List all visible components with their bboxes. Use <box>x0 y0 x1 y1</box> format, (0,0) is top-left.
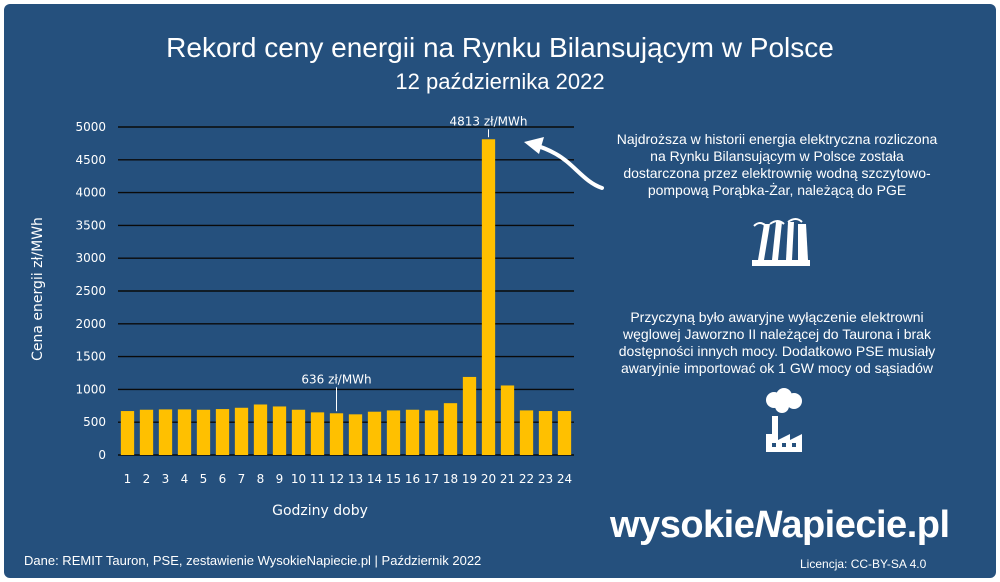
callout-arrowhead <box>524 137 544 154</box>
x-tick-label: 19 <box>462 472 477 486</box>
brand-part3: apiecie.pl <box>781 504 950 546</box>
record-note: Najdroższa w historii energia elektryczn… <box>616 131 938 198</box>
bar <box>215 409 230 455</box>
bar <box>120 411 135 455</box>
data-annotations: 4813 zł/MWh 636 zł/MWh <box>301 114 528 412</box>
bar <box>348 414 363 455</box>
x-tick-label: 24 <box>557 472 572 486</box>
y-tick-label: 2000 <box>75 317 106 331</box>
y-tick-label: 3000 <box>75 251 106 265</box>
y-tick-label: 0 <box>98 448 106 462</box>
y-tick-label: 2500 <box>75 284 106 298</box>
y-tick-label: 500 <box>83 415 106 429</box>
x-tick-label: 22 <box>519 472 534 486</box>
data-label: 4813 zł/MWh <box>450 114 528 128</box>
bar <box>500 385 515 455</box>
x-tick-label: 9 <box>276 472 284 486</box>
y-tick-label: 1500 <box>75 350 106 364</box>
brand-part1: wysokie <box>610 504 755 546</box>
y-tick-label: 3500 <box>75 218 106 232</box>
bar <box>519 410 534 455</box>
x-tick-label: 6 <box>219 472 227 486</box>
x-tick-label: 13 <box>348 472 363 486</box>
source-note: Dane: REMIT Tauron, PSE, zestawienie Wys… <box>24 553 482 568</box>
x-tick-label: 23 <box>538 472 553 486</box>
cause-note: Przyczyną było awaryjne wyłączenie elekt… <box>618 309 936 376</box>
bars <box>120 139 572 455</box>
y-tick-label: 4000 <box>75 186 106 200</box>
gridlines <box>118 126 574 456</box>
chart-subtitle: 12 października 2022 <box>395 69 605 94</box>
bar <box>177 409 192 455</box>
bar-chart: 0 500 1000 1500 2000 2500 3000 3500 4000 4500 5000… <box>30 114 604 519</box>
bar <box>272 406 287 455</box>
bar <box>234 407 249 455</box>
bar <box>424 410 439 455</box>
x-tick-label: 10 <box>291 472 306 486</box>
data-label: 636 zł/MWh <box>301 372 371 386</box>
bar <box>367 411 382 455</box>
callout-arrow <box>532 143 604 190</box>
x-tick-label: 15 <box>386 472 401 486</box>
hydro-dam-icon <box>752 218 810 266</box>
x-axis-label: Godziny doby <box>272 503 368 519</box>
y-tick-label: 1000 <box>75 382 106 396</box>
y-axis-label: Cena energii zł/MWh <box>30 217 46 361</box>
x-tick-label: 5 <box>200 472 208 486</box>
y-tick-label: 5000 <box>75 120 106 134</box>
y-tick-label: 4500 <box>75 153 106 167</box>
bar <box>310 412 325 455</box>
y-tick-labels: 0 500 1000 1500 2000 2500 3000 3500 4000 4500 5000 <box>75 120 106 462</box>
bar <box>139 409 154 455</box>
x-tick-label: 7 <box>238 472 246 486</box>
x-tick-label: 1 <box>124 472 132 486</box>
bar <box>481 139 496 455</box>
bar <box>443 403 458 455</box>
x-tick-label: 17 <box>424 472 439 486</box>
bar <box>405 409 420 455</box>
bar <box>291 409 306 455</box>
bar <box>557 411 572 455</box>
chart-title: Rekord ceny energii na Rynku Bilansujący… <box>166 32 834 63</box>
bar <box>462 376 477 455</box>
x-tick-label: 16 <box>405 472 420 486</box>
bar <box>196 409 211 455</box>
x-tick-label: 12 <box>329 472 344 486</box>
x-tick-label: 21 <box>500 472 515 486</box>
x-tick-label: 14 <box>367 472 382 486</box>
brand-part2: N <box>754 504 782 546</box>
x-tick-label: 8 <box>257 472 265 486</box>
x-tick-label: 2 <box>143 472 151 486</box>
license-note: Licencja: CC-BY-SA 4.0 <box>800 557 927 571</box>
x-tick-label: 3 <box>162 472 170 486</box>
x-tick-label: 4 <box>181 472 189 486</box>
bar <box>538 411 553 455</box>
infographic-card: Rekord ceny energii na Rynku Bilansujący… <box>4 4 996 578</box>
x-tick-label: 11 <box>310 472 325 486</box>
x-tick-label: 20 <box>481 472 496 486</box>
brand-logo: wysokieNapiecie.pl <box>610 504 950 547</box>
bar <box>386 410 401 455</box>
bar <box>253 404 268 455</box>
bar <box>329 413 344 455</box>
bar <box>158 409 173 455</box>
coal-plant-icon <box>766 388 802 452</box>
x-tick-labels: 1 2 3 4 5 6 7 8 9 10 11 12 13 14 15 16 17 18 19 20 21 22 23 24 <box>124 472 572 486</box>
x-tick-label: 18 <box>443 472 458 486</box>
